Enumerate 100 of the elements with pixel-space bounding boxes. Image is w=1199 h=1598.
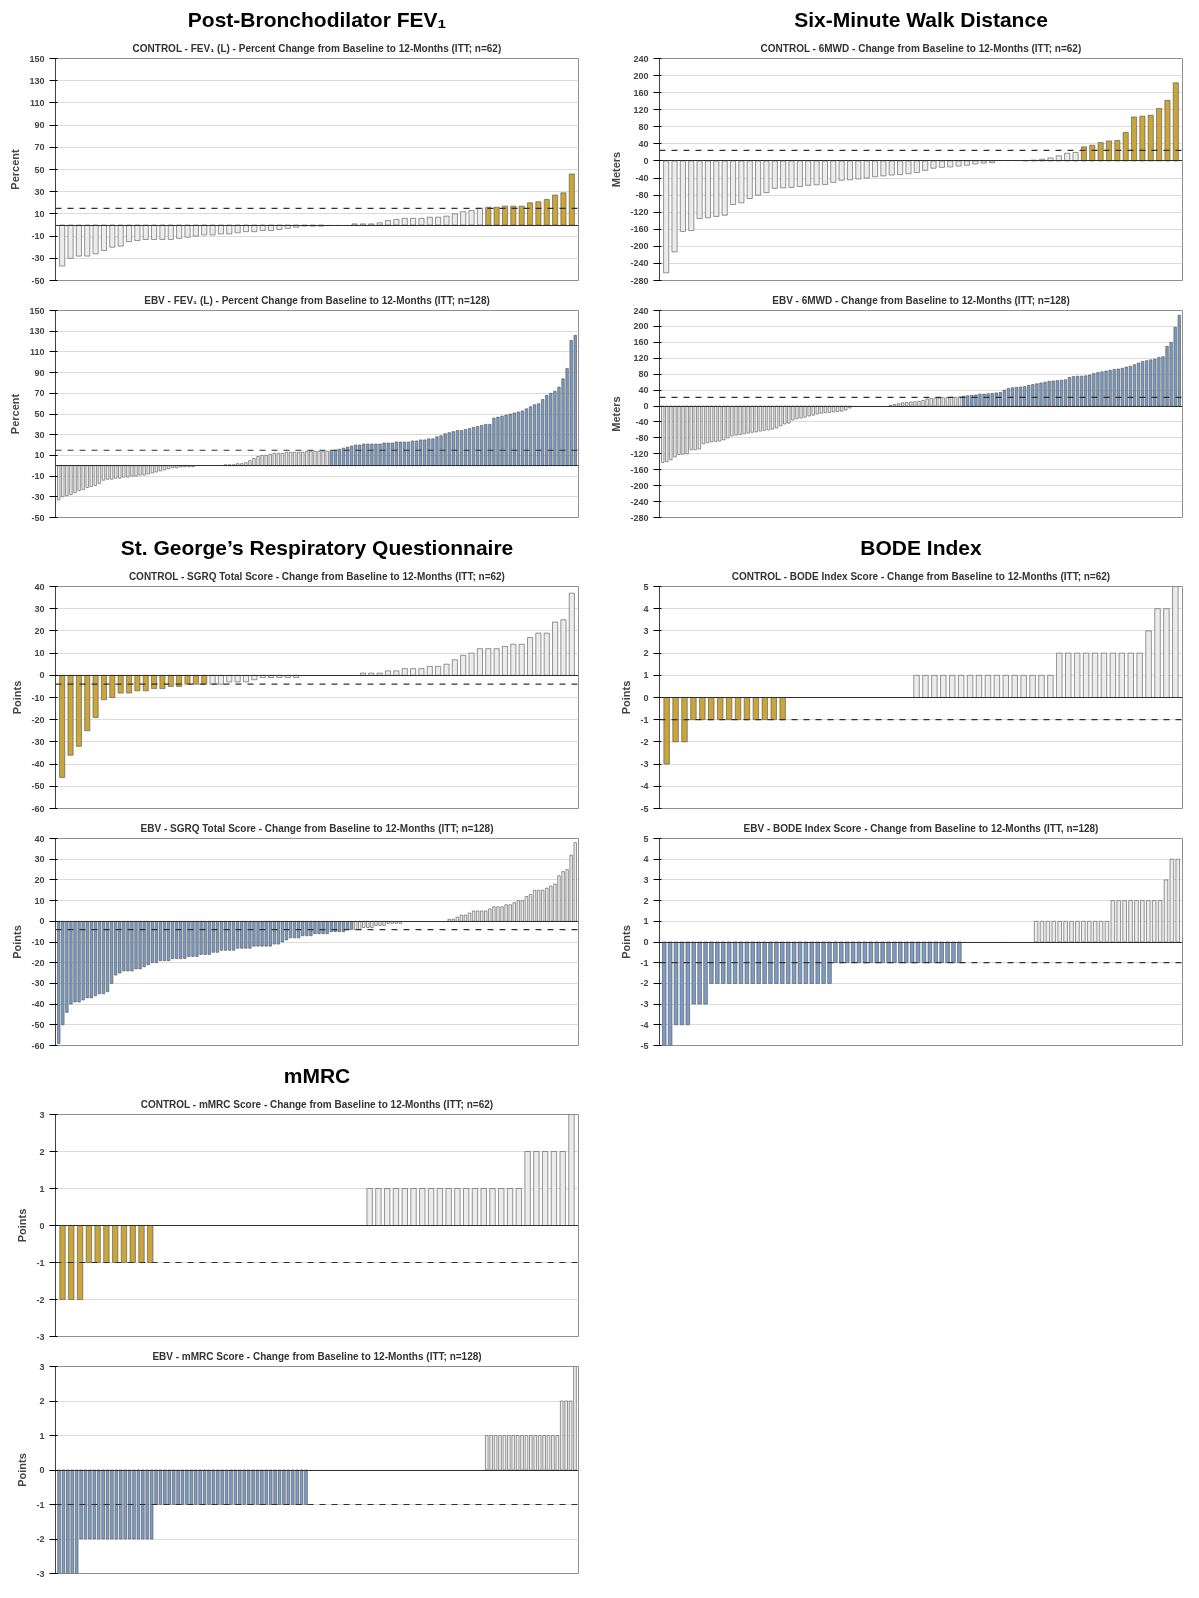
y-tick-label: 3 [39, 1109, 45, 1120]
y-tick-label: 2 [39, 1146, 45, 1157]
y-tick-label: -240 [630, 496, 649, 507]
y-tick-label: 160 [633, 87, 649, 98]
y-tick-label: -120 [630, 207, 649, 218]
y-tick-label: 0 [39, 1220, 45, 1231]
y-tick-label: 40 [34, 581, 45, 592]
y-axis-title: Percent [9, 393, 22, 435]
y-tick-label: 80 [638, 369, 649, 380]
y-tick-label: 0 [39, 1465, 45, 1475]
y-tick-label: -4 [640, 1019, 649, 1030]
y-tick-label: 1 [643, 670, 649, 681]
y-tick-label: 5 [643, 581, 649, 592]
y-tick-label: 120 [633, 353, 649, 364]
chart-title: Post-Bronchodilator FEV₁ [187, 7, 447, 31]
y-tick-label: 3 [39, 1361, 45, 1372]
y-tick-label: -2 [36, 1294, 45, 1305]
y-tick-label: -40 [635, 416, 649, 427]
y-tick-label: -40 [635, 173, 649, 184]
y-tick-label: 130 [29, 326, 45, 337]
chart-subtitle: CONTROL - SGRQ Total Score - Change from Baseline to 12-Months (ITT; n=62) [128, 570, 505, 582]
y-tick-label: 3 [643, 625, 649, 636]
y-tick-label: 40 [638, 138, 649, 149]
chart-title: EBV - mMRC Score - Change from Baseline to 12-Months (ITT; n=128) [152, 1350, 482, 1362]
y-tick-label: -60 [31, 1040, 45, 1051]
y-tick-label: -10 [31, 692, 45, 703]
chart-title: mMRC [283, 1063, 351, 1087]
chart-subtitle: CONTROL - BODE Index Score - Change from Baseline to 12-Months (ITT; n=62) [731, 570, 1111, 582]
chart-title: BODE Index [860, 535, 982, 559]
y-tick-label: 4 [643, 603, 649, 614]
y-tick-label: 240 [633, 53, 649, 64]
y-tick-label: -280 [630, 275, 649, 286]
y-tick-label: -40 [31, 999, 45, 1010]
y-tick-label: -10 [31, 231, 45, 242]
y-tick-label: -1 [640, 714, 649, 725]
chart-title: EBV - SGRQ Total Score - Change from Baseline to 12-Months (ITT; n=128) [140, 822, 494, 834]
y-axis-title: Percent [9, 148, 22, 190]
y-tick-label: -30 [31, 736, 45, 747]
y-tick-label: 4 [643, 854, 649, 865]
y-tick-label: 70 [34, 388, 45, 399]
y-tick-label: 10 [34, 208, 45, 219]
y-tick-label: 0 [643, 692, 649, 703]
y-tick-label: -3 [640, 759, 649, 770]
y-tick-label: 0 [643, 401, 649, 412]
y-tick-label: -4 [640, 781, 649, 792]
y-tick-label: -50 [31, 781, 45, 792]
y-tick-label: -60 [31, 803, 45, 814]
y-axis-title: Points [16, 1208, 29, 1243]
y-tick-label: 40 [34, 833, 45, 844]
y-tick-label: -30 [31, 253, 45, 264]
y-tick-label: 110 [29, 97, 45, 108]
y-tick-label: -3 [640, 999, 649, 1010]
y-tick-label: -10 [31, 937, 45, 947]
y-tick-label: 30 [34, 429, 45, 440]
y-tick-label: -20 [31, 714, 45, 725]
chart-subtitle: CONTROL - mMRC Score - Change from Baseline to 12-Months (ITT; n=62) [140, 1098, 494, 1110]
y-tick-label: 200 [633, 321, 649, 332]
y-tick-label: -5 [640, 803, 649, 814]
y-tick-label: 130 [29, 75, 45, 86]
y-tick-label: 0 [39, 670, 45, 681]
y-tick-label: -50 [31, 275, 45, 286]
y-tick-label: -5 [640, 1040, 649, 1051]
y-tick-label: 110 [29, 346, 45, 357]
y-tick-label: 10 [34, 648, 45, 659]
y-tick-label: -40 [31, 759, 45, 770]
y-tick-label: -1 [36, 1499, 45, 1510]
y-tick-label: 150 [29, 305, 45, 316]
y-tick-label: -50 [31, 1019, 45, 1030]
chart-title: EBV - BODE Index Score - Change from Baseline to 12-Months (ITT, n=128) [743, 822, 1099, 834]
y-tick-label: 50 [34, 409, 45, 419]
y-axis-title: Points [620, 925, 633, 959]
y-tick-label: 2 [39, 1396, 45, 1406]
y-tick-label: -2 [36, 1534, 45, 1544]
chart-title: Six-Minute Walk Distance [794, 7, 1048, 31]
y-tick-label: 240 [633, 305, 649, 316]
y-tick-label: 80 [638, 121, 649, 132]
y-tick-label: -200 [630, 480, 649, 491]
y-tick-label: 1 [643, 916, 649, 927]
y-axis-title: Points [11, 925, 24, 959]
y-tick-label: 1 [39, 1183, 45, 1194]
y-tick-label: -120 [630, 448, 649, 459]
y-tick-label: 30 [34, 854, 45, 865]
y-tick-label: -160 [630, 224, 649, 235]
y-tick-label: -3 [36, 1331, 45, 1342]
y-tick-label: -280 [630, 512, 649, 523]
chart-title: EBV - 6MWD - Change from Baseline to 12-Months (ITT; n=128) [772, 294, 1070, 306]
y-axis-title: Meters [610, 151, 623, 188]
y-axis-title: Points [11, 680, 24, 715]
y-tick-label: 0 [643, 937, 649, 947]
y-tick-label: 0 [39, 916, 45, 927]
y-tick-label: 10 [34, 895, 45, 906]
chart-subtitle: CONTROL - 6MWD - Change from Baseline to 12-Months (ITT; n=62) [760, 42, 1082, 54]
y-tick-label: 160 [633, 337, 649, 348]
y-tick-label: -2 [640, 736, 649, 747]
y-tick-label: -2 [640, 978, 649, 989]
y-tick-label: 3 [643, 874, 649, 885]
y-tick-label: 120 [633, 104, 649, 115]
y-tick-label: -30 [31, 978, 45, 989]
y-axis-title: Points [620, 680, 633, 715]
y-axis-title: Points [16, 1453, 29, 1487]
